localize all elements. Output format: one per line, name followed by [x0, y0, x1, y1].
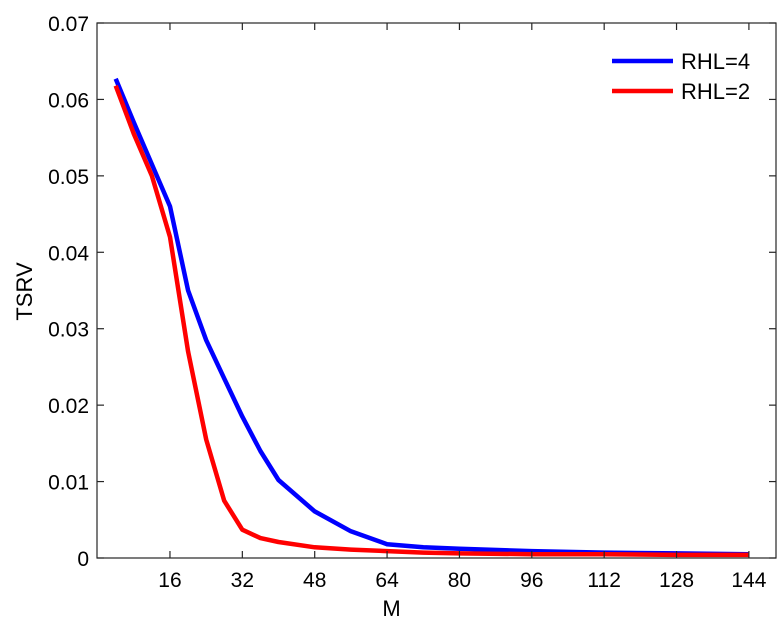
y-tick-label: 0.06 [48, 89, 89, 112]
x-tick-label: 48 [303, 569, 326, 592]
x-tick-label: 16 [158, 569, 181, 592]
x-tick-label: 96 [520, 569, 543, 592]
y-tick-label: 0.04 [48, 242, 89, 265]
y-tick-label: 0.05 [48, 166, 89, 189]
legend-item-1: RHL=4 [612, 49, 750, 74]
x-tick-label: 64 [375, 569, 399, 592]
y-tick-label: 0 [77, 548, 89, 571]
y-tick-label: 0.01 [48, 472, 89, 495]
x-axis-label: M [382, 596, 400, 621]
x-tick-label: 128 [659, 569, 694, 592]
legend-label: RHL=2 [681, 79, 750, 104]
x-axis: 16 32 48 64 80 96 112 128 144 [158, 23, 767, 592]
x-tick-label: 80 [448, 569, 471, 592]
plot-frame [96, 22, 777, 559]
legend-label: RHL=4 [681, 49, 750, 74]
y-tick-label: 0.03 [48, 319, 89, 342]
y-axis: 0 0.01 0.02 0.03 0.04 0.05 0.06 0.07 [48, 13, 776, 571]
x-tick-label: 32 [231, 569, 254, 592]
y-axis-label: TSRV [12, 262, 37, 321]
x-tick-label: 112 [587, 569, 620, 592]
legend-item-2: RHL=2 [612, 79, 750, 104]
legend: RHL=4 RHL=2 [612, 49, 750, 104]
x-tick-label: 144 [731, 569, 766, 592]
y-tick-label: 0.07 [48, 13, 89, 36]
y-tick-label: 0.02 [48, 395, 89, 418]
